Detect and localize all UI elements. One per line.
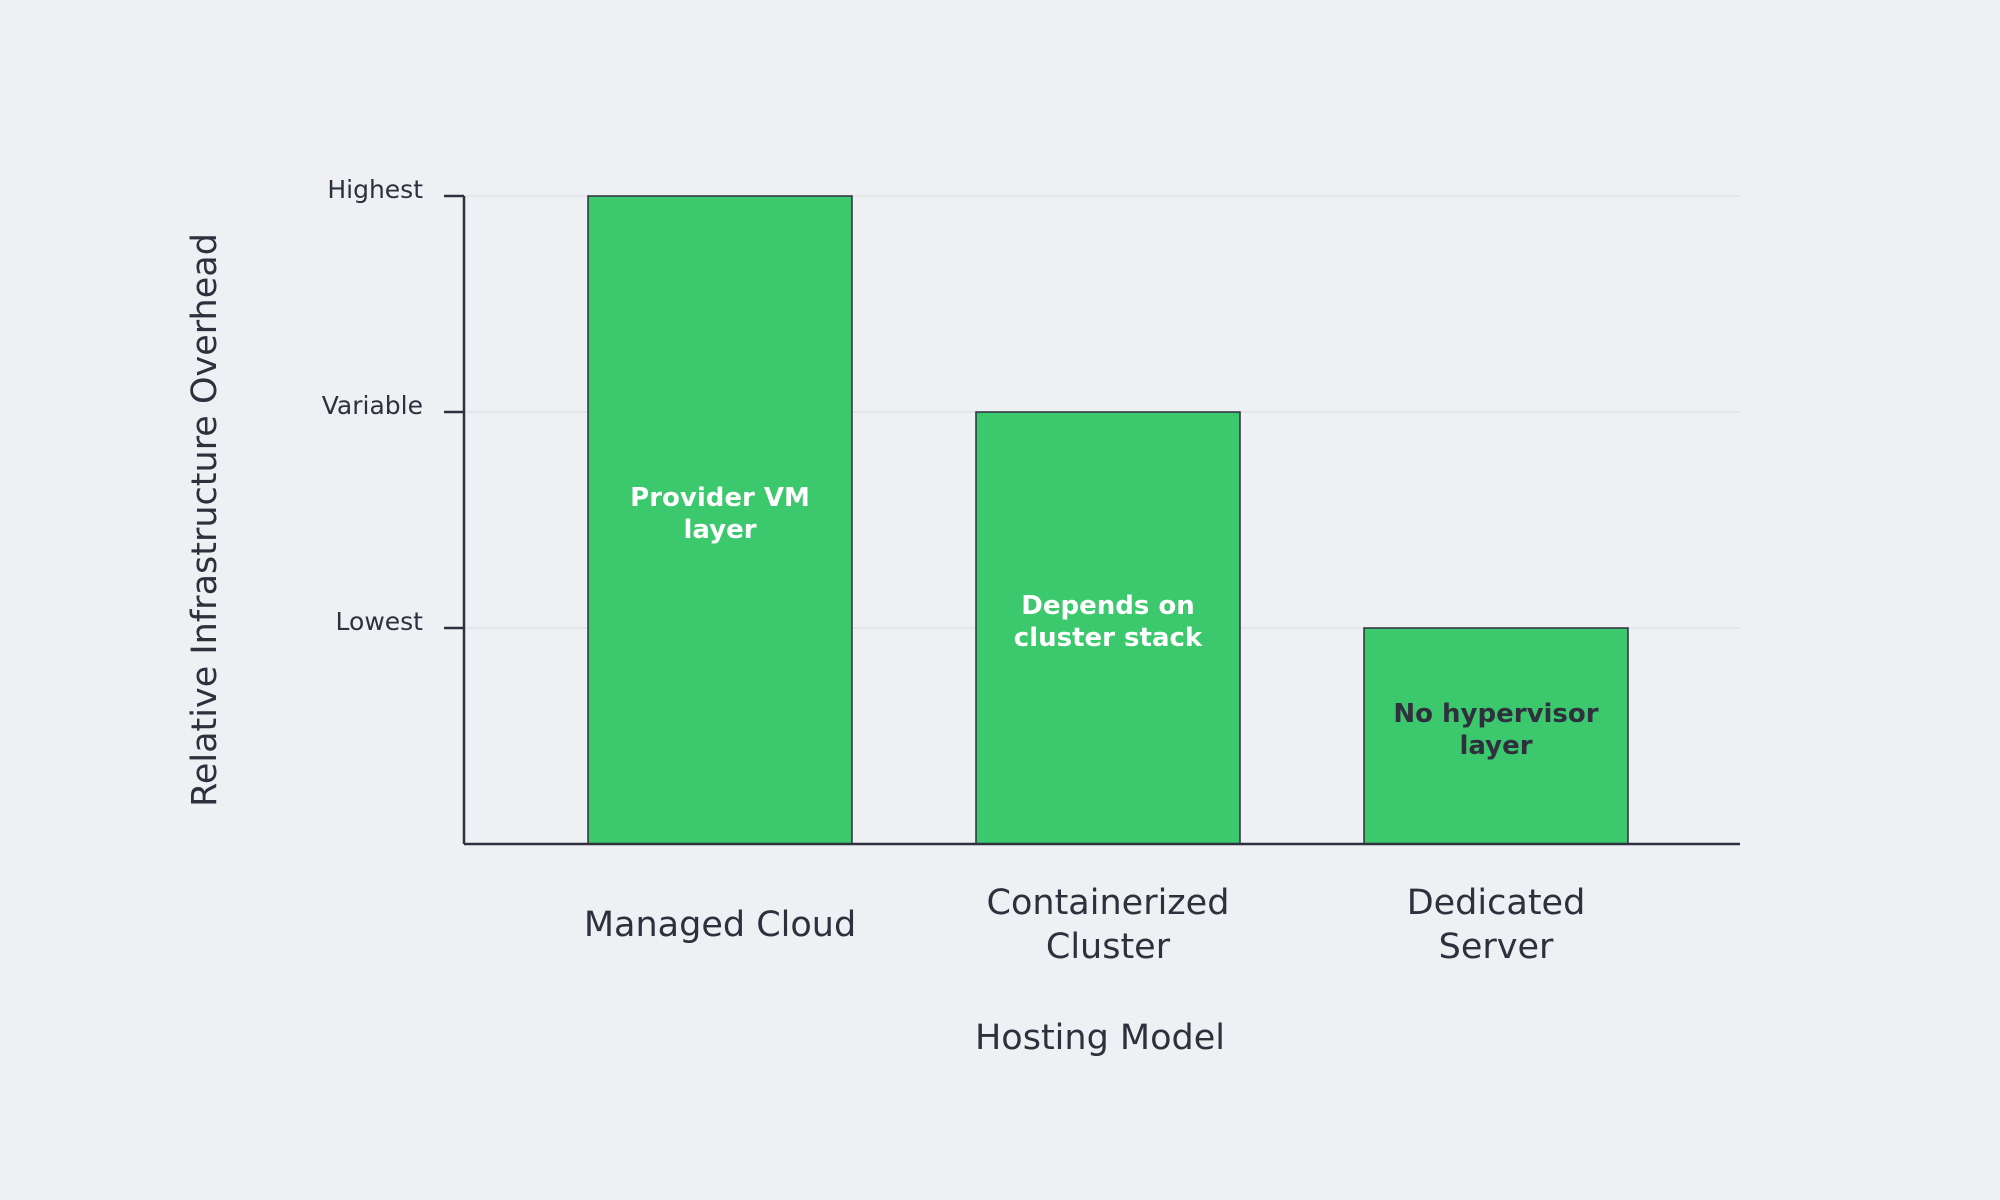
x-tick-label-line: Managed Cloud bbox=[584, 905, 856, 945]
bar bbox=[1363, 627, 1629, 845]
bar-annotation-line: No hypervisor bbox=[1393, 699, 1598, 729]
bar-annotation: Provider VM layer bbox=[630, 483, 810, 545]
y-axis-title: Relative Infrastructure Overhead bbox=[185, 233, 225, 807]
bar-annotation-line: layer bbox=[683, 515, 756, 545]
y-tick-label: Variable bbox=[322, 391, 423, 420]
x-tick-label: Managed Cloud bbox=[584, 905, 856, 945]
bar-annotation-line: cluster stack bbox=[1014, 623, 1203, 653]
x-tick-label-line: Cluster bbox=[1046, 927, 1171, 967]
bar bbox=[975, 411, 1241, 845]
x-tick-label-line: Containerized bbox=[987, 883, 1230, 923]
bar-annotation: Depends on cluster stack bbox=[1014, 591, 1203, 653]
bar-annotation-line: Depends on bbox=[1021, 591, 1194, 621]
x-tick-label-line: Server bbox=[1439, 927, 1554, 967]
x-axis-title: Hosting Model bbox=[975, 1018, 1225, 1058]
x-tick-label: Containerized Cluster bbox=[987, 883, 1230, 967]
x-tick-label: Dedicated Server bbox=[1407, 883, 1586, 967]
bar-annotation-line: Provider VM bbox=[630, 483, 810, 513]
y-ticks: Lowest Variable Highest bbox=[322, 175, 464, 636]
bar-annotation: No hypervisor layer bbox=[1393, 699, 1598, 761]
x-tick-labels: Managed Cloud Containerized Cluster Dedicat… bbox=[584, 883, 1585, 967]
bar-annotation-line: layer bbox=[1459, 731, 1532, 761]
y-tick-label: Highest bbox=[327, 175, 423, 204]
y-tick-label: Lowest bbox=[336, 607, 424, 636]
x-tick-label-line: Dedicated bbox=[1407, 883, 1586, 923]
axes bbox=[462, 196, 1740, 846]
bar bbox=[587, 195, 853, 845]
